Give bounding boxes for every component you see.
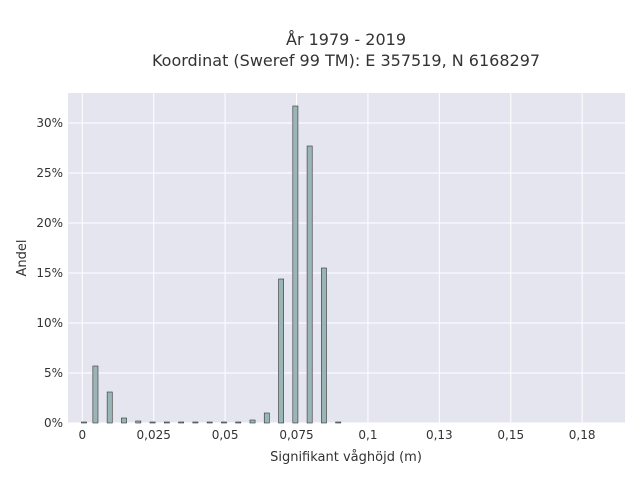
histogram-bar bbox=[249, 419, 256, 424]
x-axis-ticks: 0 0,025 0,05 0,075 0,1 0,13 0,15 0,18 bbox=[78, 428, 595, 442]
x-tick-label: 0,025 bbox=[137, 428, 171, 442]
grid-layer bbox=[68, 93, 625, 424]
histogram-bar bbox=[235, 421, 242, 424]
histogram-bar bbox=[306, 145, 313, 424]
x-tick-label: 0,13 bbox=[426, 428, 453, 442]
histogram-bar bbox=[135, 420, 142, 424]
bars-layer bbox=[81, 105, 342, 424]
y-tick-label: 10% bbox=[36, 316, 63, 330]
y-tick-label: 20% bbox=[36, 216, 63, 230]
x-tick-label: 0,15 bbox=[497, 428, 524, 442]
x-tick-label: 0,1 bbox=[358, 428, 377, 442]
chart-title-line-1: År 1979 - 2019 bbox=[286, 30, 406, 49]
histogram-bar bbox=[106, 391, 113, 424]
histogram-bar bbox=[192, 421, 199, 424]
y-tick-label: 0% bbox=[44, 416, 63, 430]
histogram-bar bbox=[278, 278, 284, 424]
histogram-bar bbox=[121, 417, 127, 424]
histogram-bar bbox=[149, 421, 156, 424]
x-tick-label: 0,18 bbox=[569, 428, 596, 442]
histogram-bar bbox=[92, 365, 99, 424]
y-axis-title: Andel bbox=[15, 240, 30, 277]
y-axis-ticks: 0% 5% 10% 15% 20% 25% 30% bbox=[36, 116, 63, 430]
histogram-bar bbox=[335, 421, 342, 424]
x-axis-title: Signifikant våghöjd (m) bbox=[270, 450, 422, 465]
x-tick-label: 0,05 bbox=[212, 428, 239, 442]
y-tick-label: 25% bbox=[36, 166, 63, 180]
y-tick-label: 15% bbox=[36, 266, 63, 280]
histogram-bar bbox=[292, 105, 299, 424]
histogram-bar bbox=[321, 267, 327, 424]
histogram-bar bbox=[263, 412, 270, 424]
chart-title-line-2: Koordinat (Sweref 99 TM): E 357519, N 61… bbox=[152, 51, 540, 70]
histogram-bar bbox=[221, 421, 227, 424]
y-tick-label: 5% bbox=[44, 366, 63, 380]
x-tick-label: 0,075 bbox=[279, 428, 313, 442]
plot-area bbox=[68, 93, 625, 423]
x-tick-label: 0 bbox=[78, 428, 86, 442]
histogram-bar bbox=[206, 421, 213, 424]
histogram-bar bbox=[81, 421, 87, 424]
histogram-bar bbox=[178, 421, 184, 424]
y-tick-label: 30% bbox=[36, 116, 63, 130]
histogram-bar bbox=[163, 421, 170, 424]
